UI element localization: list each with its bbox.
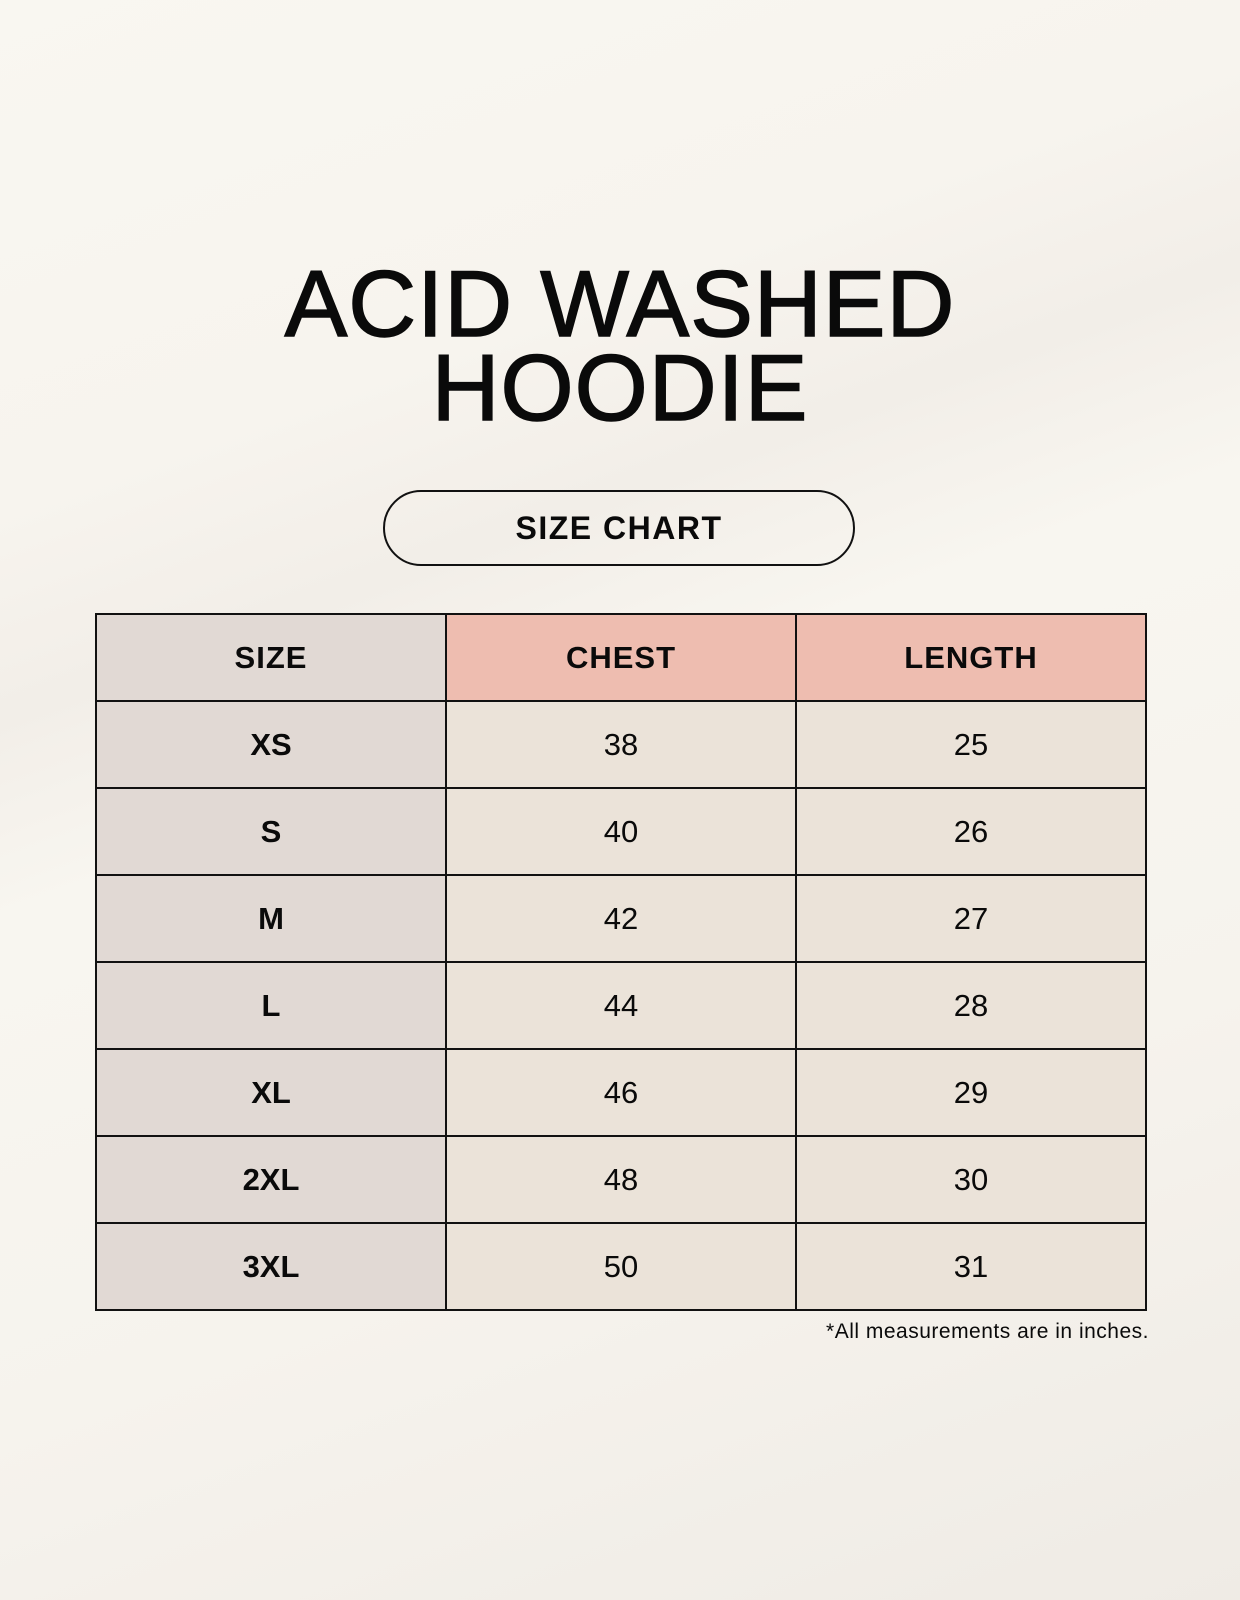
size-cell: 3XL [95, 1222, 447, 1311]
length-cell: 31 [795, 1222, 1147, 1311]
chest-cell: 46 [445, 1048, 797, 1137]
size-cell: L [95, 961, 447, 1050]
length-cell: 27 [795, 874, 1147, 963]
size-cell: XL [95, 1048, 447, 1137]
size-cell: M [95, 874, 447, 963]
table-header-row: SIZE CHEST LENGTH [95, 613, 1147, 702]
length-cell: 25 [795, 700, 1147, 789]
chest-cell: 44 [445, 961, 797, 1050]
table-row: 2XL 48 30 [95, 1135, 1147, 1224]
length-cell: 26 [795, 787, 1147, 876]
title-line-1: ACID WASHED [284, 251, 956, 356]
table-row: XL 46 29 [95, 1048, 1147, 1137]
chest-cell: 42 [445, 874, 797, 963]
chest-cell: 50 [445, 1222, 797, 1311]
footnote: *All measurements are in inches. [826, 1320, 1149, 1343]
chest-cell: 40 [445, 787, 797, 876]
size-table: SIZE CHEST LENGTH XS 38 25 S 40 26 M 42 27 L 44 28 X… [95, 613, 1147, 1311]
header-length: LENGTH [795, 613, 1147, 702]
table-row: M 42 27 [95, 874, 1147, 963]
size-cell: XS [95, 700, 447, 789]
title-line-2: HOODIE [431, 335, 809, 440]
length-cell: 29 [795, 1048, 1147, 1137]
size-cell: 2XL [95, 1135, 447, 1224]
length-cell: 28 [795, 961, 1147, 1050]
table-row: S 40 26 [95, 787, 1147, 876]
header-size: SIZE [95, 613, 447, 702]
chest-cell: 38 [445, 700, 797, 789]
header-chest: CHEST [445, 613, 797, 702]
table-row: 3XL 50 31 [95, 1222, 1147, 1311]
chest-cell: 48 [445, 1135, 797, 1224]
size-cell: S [95, 787, 447, 876]
page-title: ACID WASHED HOODIE [0, 251, 1240, 440]
table-row: XS 38 25 [95, 700, 1147, 789]
size-chart-label: SIZE CHART [383, 490, 855, 566]
length-cell: 30 [795, 1135, 1147, 1224]
table-row: L 44 28 [95, 961, 1147, 1050]
